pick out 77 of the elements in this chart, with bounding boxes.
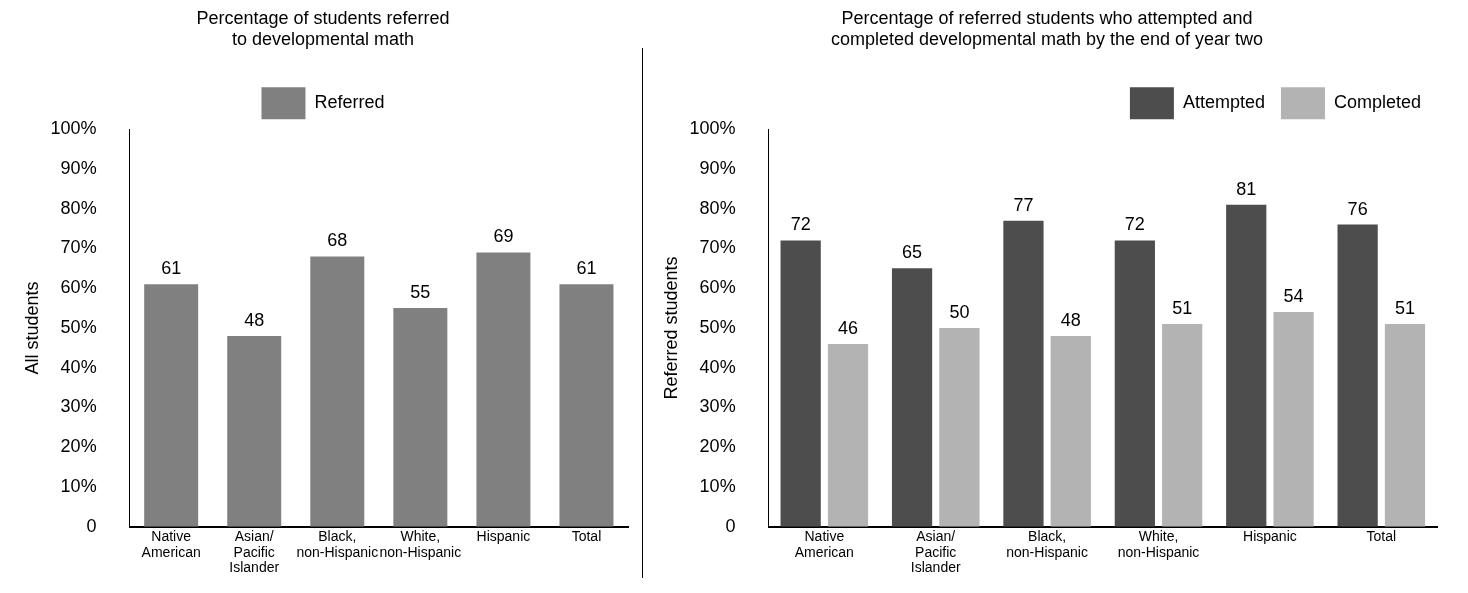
y-axis-title: Referred students xyxy=(660,256,681,400)
bar xyxy=(1162,324,1203,527)
data-label: 54 xyxy=(1283,286,1304,307)
y-tick-label: 50% xyxy=(60,316,97,337)
legend-label: Referred xyxy=(314,92,385,113)
bar xyxy=(1384,324,1426,527)
y-tick-label: 80% xyxy=(699,197,736,218)
y-tick-label: 0 xyxy=(86,515,97,536)
y-tick-label: 60% xyxy=(60,277,97,298)
y-tick-label: 0 xyxy=(725,515,736,536)
x-tick-label: Black, non-Hispanic xyxy=(296,528,379,560)
y-tick-label: 50% xyxy=(699,316,736,337)
data-label: 72 xyxy=(790,214,811,235)
y-tick-label: 90% xyxy=(699,157,736,178)
y-tick-label: 70% xyxy=(699,237,736,258)
data-label: 72 xyxy=(1124,214,1145,235)
x-tick-label: Black, non-Hispanic xyxy=(1006,528,1088,560)
y-tick-label: 30% xyxy=(699,396,736,417)
chart-title: Percentage of students referred to developmental math xyxy=(196,7,450,50)
y-tick-label: 10% xyxy=(60,476,97,497)
y-tick-label: 70% xyxy=(60,237,97,258)
bar xyxy=(827,343,869,527)
chart-title: Percentage of referred students who attempted and completed developmental math by the end of year two xyxy=(830,7,1264,50)
bar xyxy=(780,240,821,527)
y-tick-label: 20% xyxy=(60,436,97,457)
bar xyxy=(1273,312,1314,527)
data-label: 77 xyxy=(1013,194,1034,215)
y-tick-label: 60% xyxy=(699,277,736,298)
x-tick-label: Total xyxy=(571,528,602,545)
data-label: 51 xyxy=(1394,297,1415,318)
bar xyxy=(559,284,614,527)
y-tick-label: 90% xyxy=(60,157,97,178)
data-label: 69 xyxy=(493,226,514,247)
bar xyxy=(1337,224,1378,527)
data-label: 48 xyxy=(1060,309,1081,330)
bar xyxy=(891,268,933,527)
data-label: 65 xyxy=(902,242,923,263)
y-tick-label: 40% xyxy=(699,356,736,377)
y-tick-label: 100% xyxy=(50,118,97,139)
bar xyxy=(144,284,199,527)
bar xyxy=(939,328,980,527)
data-label: 46 xyxy=(837,317,859,338)
x-tick-label: White, non-Hispanic xyxy=(379,528,462,560)
bar xyxy=(476,252,531,527)
x-tick-label: Asian/ Pacific Islander xyxy=(910,528,961,576)
y-axis-title: All students xyxy=(21,281,42,375)
bar xyxy=(1050,335,1091,527)
legend-label: Completed xyxy=(1333,92,1421,113)
data-label: 48 xyxy=(244,309,265,330)
data-label: 81 xyxy=(1236,178,1257,199)
legend-label: Attempted xyxy=(1182,92,1265,113)
bar xyxy=(393,308,448,527)
y-tick-label: 100% xyxy=(689,118,736,139)
x-tick-label: Hispanic xyxy=(476,528,531,545)
data-label: 68 xyxy=(327,230,348,251)
data-label: 76 xyxy=(1347,198,1368,219)
x-tick-label: White, non-Hispanic xyxy=(1117,528,1200,560)
data-label: 61 xyxy=(161,258,182,279)
x-tick-label: Total xyxy=(1366,528,1397,545)
bar xyxy=(310,256,365,527)
bar xyxy=(1114,240,1155,527)
bar xyxy=(1226,204,1267,527)
y-tick-label: 20% xyxy=(699,436,736,457)
data-label: 51 xyxy=(1172,297,1193,318)
y-tick-label: 40% xyxy=(60,356,97,377)
x-tick-label: Native American xyxy=(794,528,854,560)
x-tick-label: Hispanic xyxy=(1243,528,1297,545)
data-label: 50 xyxy=(949,301,970,322)
data-label: 61 xyxy=(576,258,597,279)
bar xyxy=(1003,220,1044,527)
bar xyxy=(227,335,282,527)
x-tick-label: Asian/ Pacific Islander xyxy=(229,528,280,576)
y-tick-label: 30% xyxy=(60,396,97,417)
y-tick-label: 80% xyxy=(60,197,97,218)
data-label: 55 xyxy=(410,282,431,303)
y-tick-label: 10% xyxy=(699,476,736,497)
x-tick-label: Native American xyxy=(141,528,201,560)
